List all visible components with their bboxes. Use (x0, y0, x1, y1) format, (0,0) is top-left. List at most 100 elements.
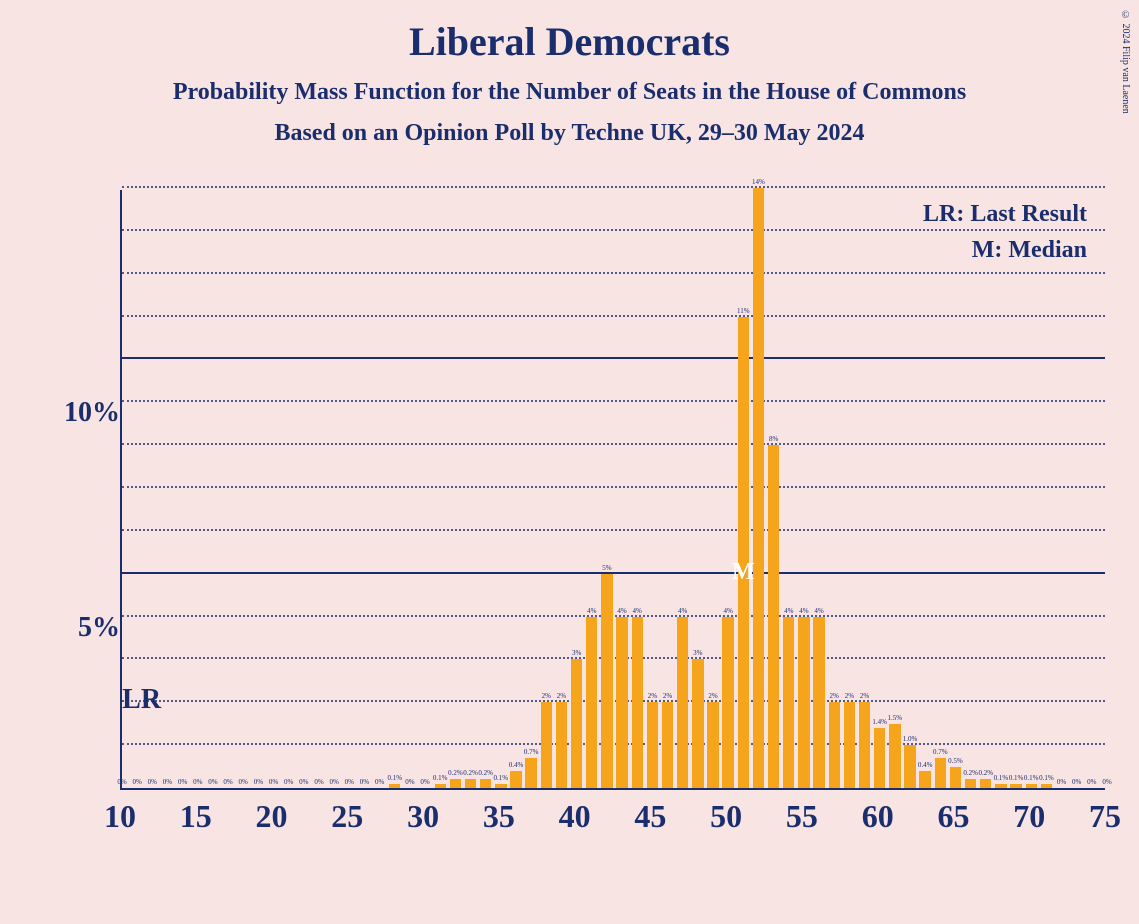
bar-value-label: 0% (239, 778, 248, 786)
bar-value-label: 0% (163, 778, 172, 786)
chart-subtitle-1: Probability Mass Function for the Number… (0, 79, 1139, 106)
chart-title: Liberal Democrats (0, 18, 1139, 65)
bar-value-label: 8% (769, 435, 778, 443)
bar (904, 745, 915, 788)
bar (647, 702, 658, 788)
bar (707, 702, 718, 788)
bar (935, 758, 946, 788)
bar (1026, 784, 1037, 788)
bar (632, 617, 643, 788)
bar-value-label: 0.1% (433, 774, 448, 782)
grid-minor (122, 615, 1105, 617)
bar-value-label: 11% (737, 307, 750, 315)
bar-value-label: 0.1% (1039, 774, 1054, 782)
grid-minor (122, 400, 1105, 402)
grid-minor (122, 657, 1105, 659)
bar-value-label: 0% (1057, 778, 1066, 786)
bar-value-label: 14% (752, 178, 765, 186)
bar-value-label: 0.5% (948, 757, 963, 765)
bar (510, 771, 521, 788)
bar-value-label: 0% (117, 778, 126, 786)
grid-major (122, 357, 1105, 359)
x-axis-label: 15 (180, 798, 212, 835)
bar (1010, 784, 1021, 788)
bar-value-label: 4% (678, 607, 687, 615)
bar-value-label: 4% (814, 607, 823, 615)
bar-value-label: 4% (784, 607, 793, 615)
legend-m: M: Median (923, 232, 1087, 268)
bar-value-label: 0% (299, 778, 308, 786)
bar-value-label: 0% (148, 778, 157, 786)
bar (677, 617, 688, 788)
bar-value-label: 0.2% (963, 769, 978, 777)
bar-value-label: 0% (1072, 778, 1081, 786)
y-axis-label: 10% (64, 397, 120, 429)
copyright-text: © 2024 Filip van Laenen (1120, 10, 1131, 114)
bar-value-label: 0% (1102, 778, 1111, 786)
x-axis-label: 10 (104, 798, 136, 835)
grid-minor (122, 443, 1105, 445)
bar-value-label: 2% (845, 692, 854, 700)
bar (601, 574, 612, 788)
bar-value-label: 0% (132, 778, 141, 786)
bar-value-label: 2% (648, 692, 657, 700)
bar (616, 617, 627, 788)
bar-value-label: 1.0% (903, 735, 918, 743)
bar (798, 617, 809, 788)
bar (450, 779, 461, 788)
x-axis-label: 65 (937, 798, 969, 835)
x-axis-label: 75 (1089, 798, 1121, 835)
bar-value-label: 0% (193, 778, 202, 786)
x-axis-label: 60 (862, 798, 894, 835)
bar-value-label: 0.2% (463, 769, 478, 777)
bar (465, 779, 476, 788)
bar-value-label: 0.4% (918, 761, 933, 769)
chart-area: LR: Last Result M: Median 0% 0% 0% 0% 0% 0% 0%… (30, 180, 1120, 860)
bar (556, 702, 567, 788)
legend: LR: Last Result M: Median (923, 196, 1087, 268)
grid-minor (122, 186, 1105, 188)
bar (753, 188, 764, 788)
bar-value-label: 0% (178, 778, 187, 786)
bar-value-label: 5% (602, 564, 611, 572)
bar-value-label: 0% (254, 778, 263, 786)
x-axis-label: 40 (559, 798, 591, 835)
title-block: Liberal Democrats Probability Mass Funct… (0, 0, 1139, 147)
bar (768, 445, 779, 788)
bar (662, 702, 673, 788)
bar (965, 779, 976, 788)
bar-value-label: 3% (693, 649, 702, 657)
bar (586, 617, 597, 788)
bar (541, 702, 552, 788)
bar-value-label: 4% (799, 607, 808, 615)
bar (738, 317, 749, 788)
bar-value-label: 0.1% (1009, 774, 1024, 782)
bar-value-label: 0.7% (933, 748, 948, 756)
bar-value-label: 0.1% (387, 774, 402, 782)
bar-value-label: 0% (208, 778, 217, 786)
grid-minor (122, 272, 1105, 274)
bar-value-label: 0% (360, 778, 369, 786)
x-axis-label: 45 (634, 798, 666, 835)
grid-minor (122, 700, 1105, 702)
bar (874, 728, 885, 788)
bar-value-label: 0% (1087, 778, 1096, 786)
bar (480, 779, 491, 788)
median-marker: M (732, 559, 755, 586)
x-axis-label: 70 (1013, 798, 1045, 835)
grid-minor (122, 529, 1105, 531)
grid-minor (122, 486, 1105, 488)
bar (950, 767, 961, 788)
bar-value-label: 0.2% (978, 769, 993, 777)
bar (783, 617, 794, 788)
bar (919, 771, 930, 788)
bar (889, 724, 900, 788)
bar (1041, 784, 1052, 788)
bar-value-label: 0% (375, 778, 384, 786)
x-axis-label: 30 (407, 798, 439, 835)
grid-minor (122, 743, 1105, 745)
x-axis-label: 55 (786, 798, 818, 835)
bar-value-label: 0.2% (478, 769, 493, 777)
bar-value-label: 0% (420, 778, 429, 786)
x-axis-label: 25 (331, 798, 363, 835)
